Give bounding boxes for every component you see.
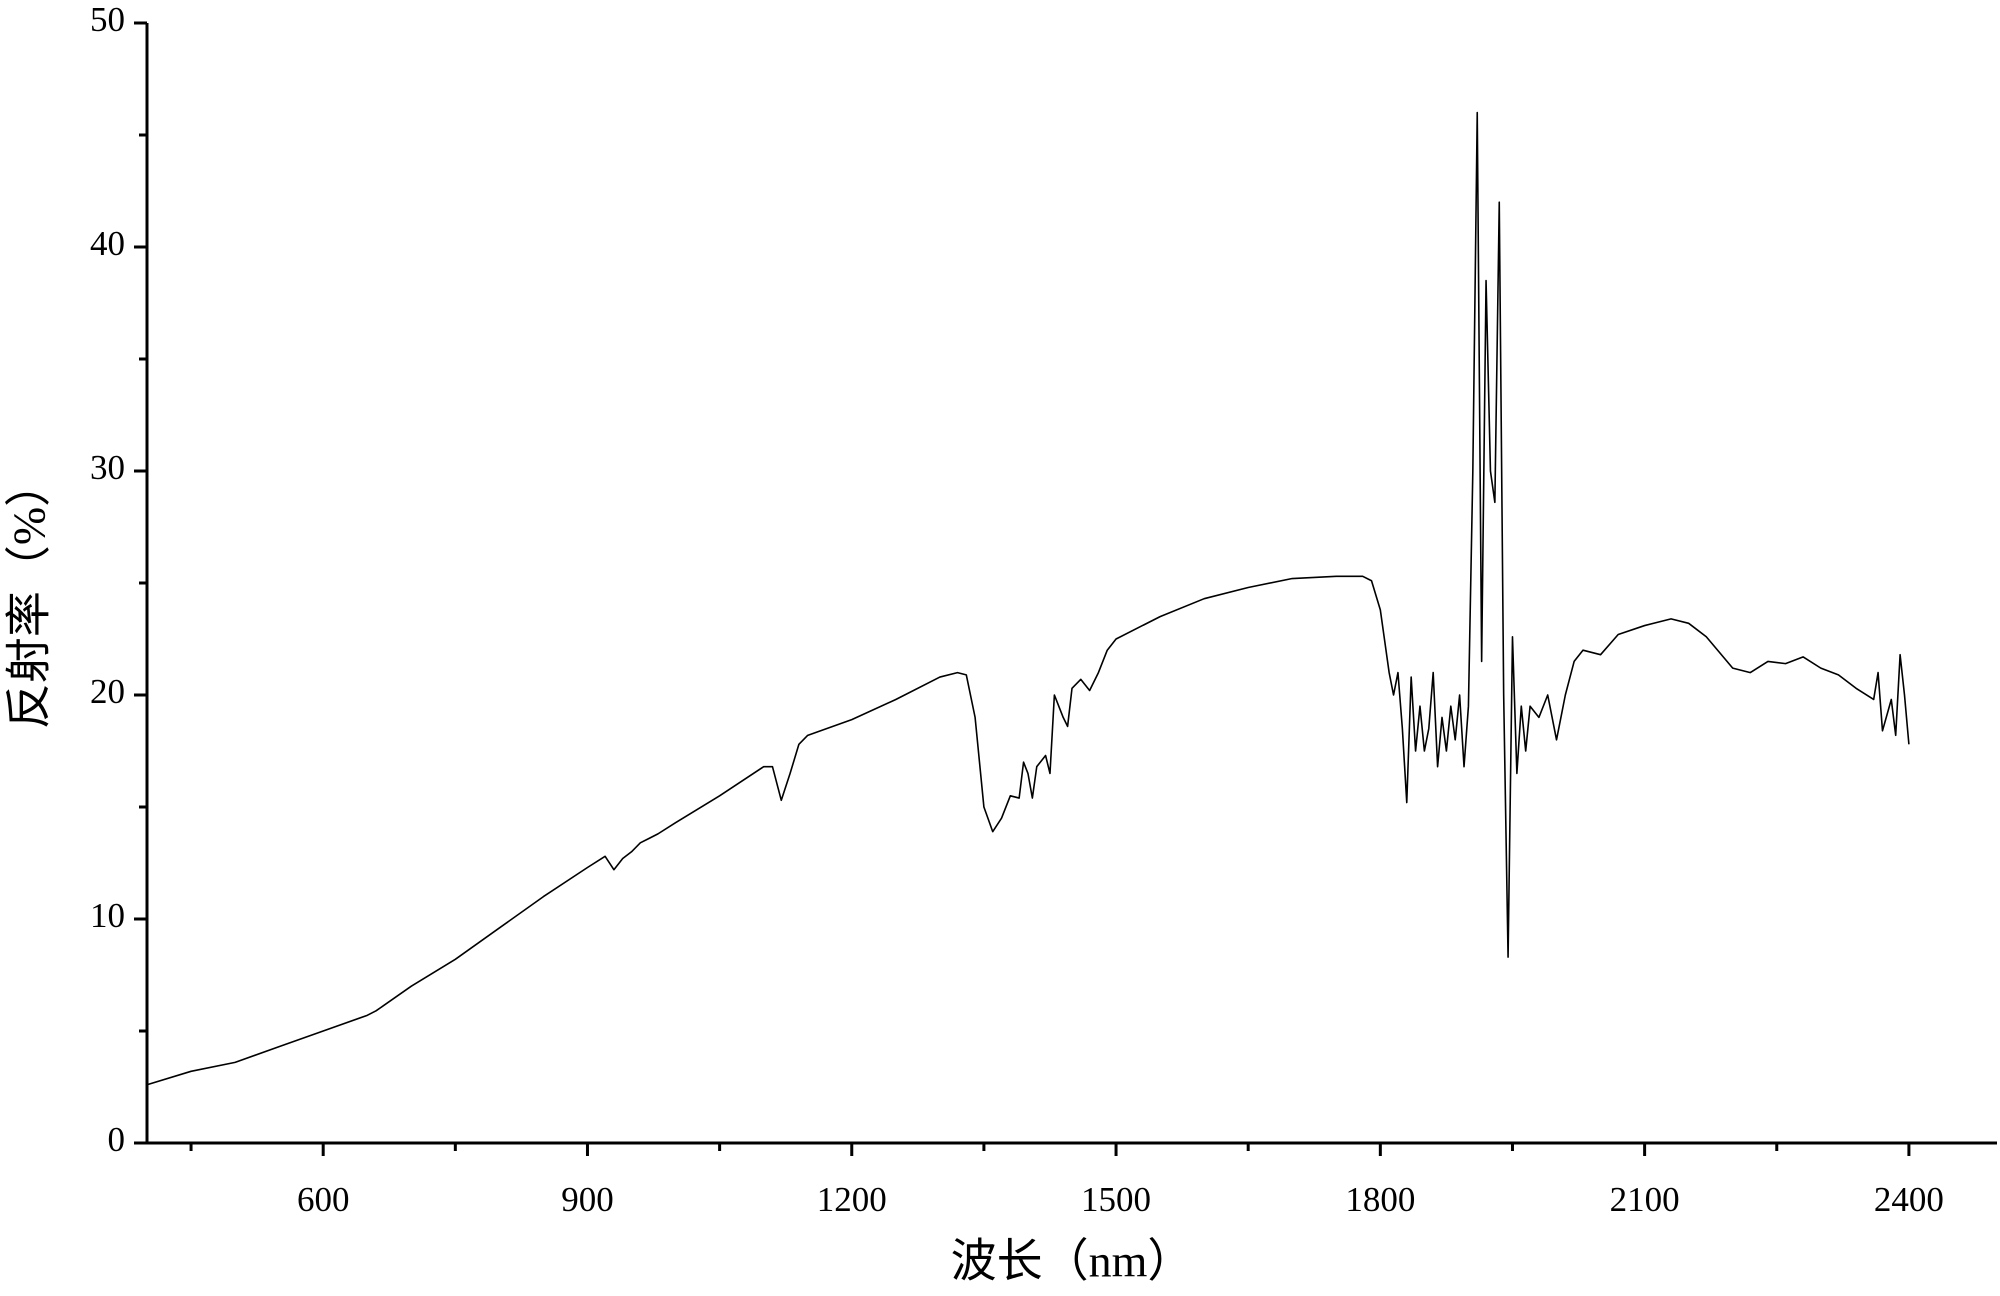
x-axis-label: 波长（nm）: [951, 1236, 1194, 1287]
y-tick-label: 0: [108, 1120, 126, 1159]
spectrum-line: [146, 111, 1910, 1086]
x-tick-label: 900: [561, 1180, 614, 1219]
y-tick-label: 40: [90, 224, 125, 263]
x-tick-label: 600: [297, 1180, 350, 1219]
y-axis-label: 反射率（%）: [4, 461, 55, 729]
x-tick-label: 2100: [1610, 1180, 1680, 1219]
y-tick-label: 30: [90, 448, 125, 487]
y-tick-label: 10: [90, 896, 125, 935]
x-tick-label: 1800: [1345, 1180, 1415, 1219]
y-tick-label: 50: [90, 0, 125, 39]
x-tick-label: 1500: [1081, 1180, 1151, 1219]
y-tick-label: 20: [90, 672, 125, 711]
x-tick-label: 2400: [1874, 1180, 1944, 1219]
x-tick-label: 1200: [817, 1180, 887, 1219]
